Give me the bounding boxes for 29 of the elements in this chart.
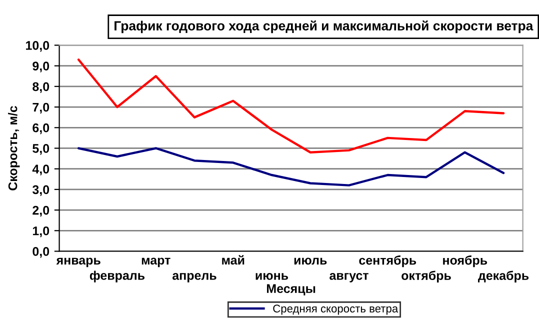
x-tick-label: март	[142, 258, 170, 268]
x-tick-label: май	[222, 255, 244, 265]
chart-title: График годового хода средней и максимальной скорости ветра	[114, 20, 534, 34]
x-tick-label: июнь	[256, 273, 288, 280]
x-tick-label: сентябрь	[359, 255, 416, 268]
x-tick-label: январь	[56, 258, 100, 268]
y-tick-label: 6,0	[32, 123, 50, 134]
legend-label: Средняя скорость ветра	[273, 304, 398, 315]
y-tick-label: 1,0	[32, 226, 50, 238]
x-tick-label: апрель	[172, 273, 216, 282]
x-tick-label: октябрь	[402, 270, 451, 282]
x-tick-label: август	[330, 273, 368, 282]
x-tick-label: февраль	[90, 270, 145, 282]
y-tick-label: 3,0	[32, 185, 50, 196]
y-tick-label: 10,0	[26, 41, 50, 52]
line-series	[77, 58, 505, 154]
y-tick-label: 5,0	[32, 144, 50, 155]
y-axis-title: Скорость, м/с	[8, 106, 20, 190]
line-series	[77, 147, 505, 186]
x-tick-label: июль	[294, 258, 327, 265]
y-tick-label: 8,0	[32, 82, 50, 93]
y-tick-label: 4,0	[32, 164, 50, 176]
y-tick-label: 9,0	[32, 62, 50, 72]
x-tick-label: декабрь	[478, 270, 529, 282]
y-tick-label: 0,0	[32, 247, 50, 258]
y-tick-label: 2,0	[32, 206, 50, 217]
y-tick-label: 7,0	[32, 102, 50, 114]
x-axis-title: Месяцы	[267, 284, 316, 296]
x-tick-label: ноябрь	[443, 255, 488, 268]
